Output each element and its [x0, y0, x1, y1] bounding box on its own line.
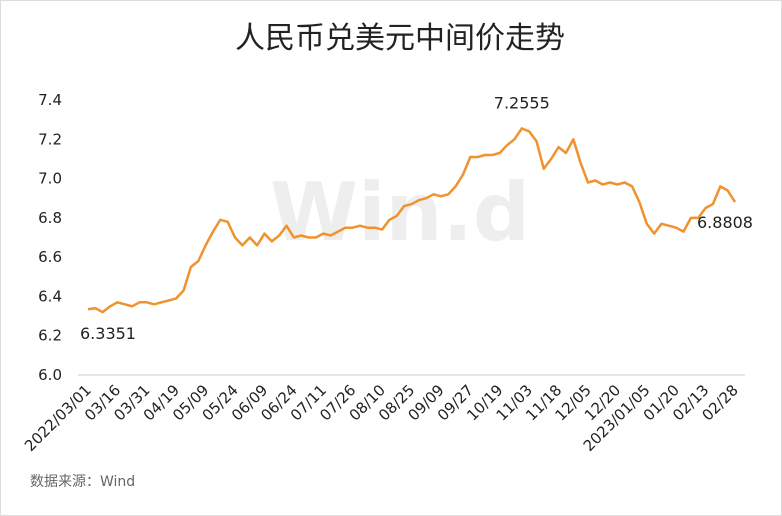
series-line [87, 127, 737, 314]
data-label: 7.2555 [494, 93, 550, 112]
source: 数据来源：Wind [30, 474, 135, 490]
y-tick-label: 6.8 [38, 209, 62, 227]
y-tick-label: 6.2 [38, 327, 62, 345]
y-tick-label: 7.0 [38, 170, 62, 188]
data-label: 6.8808 [697, 213, 753, 232]
chart-title: 人民币兑美元中间价走势 [235, 21, 565, 56]
y-tick-label: 7.2 [38, 130, 62, 148]
y-tick-label: 6.6 [38, 248, 62, 266]
y-tick-label: 6.0 [38, 366, 62, 384]
y-tick-label: 7.4 [38, 91, 62, 109]
y-tick-label: 6.4 [38, 287, 62, 305]
data-label: 6.3351 [80, 324, 136, 343]
